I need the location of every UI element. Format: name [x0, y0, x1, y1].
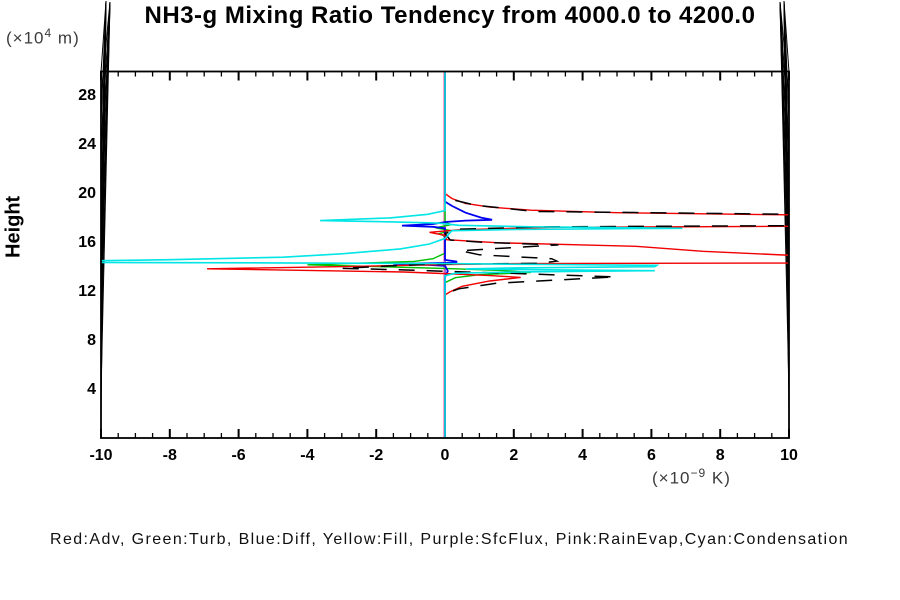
y-tick-label: 20 — [78, 184, 96, 202]
x-tick-label: 8 — [715, 447, 725, 464]
tick-mark — [779, 1, 790, 195]
x-tick-label: 10 — [780, 447, 798, 464]
y-axis-unit-label: (×104 m) — [6, 26, 80, 48]
y-tick-label: 8 — [87, 332, 96, 350]
series-net-total — [341, 199, 789, 295]
tick-mark — [100, 1, 107, 73]
y-tick-label: 28 — [78, 86, 96, 104]
x-tick-label: -6 — [231, 447, 246, 464]
tick-mark — [100, 1, 111, 97]
x-tick-label: 0 — [440, 447, 450, 464]
x-tick-label: 2 — [509, 447, 519, 464]
x-tick-label: -2 — [369, 447, 384, 464]
tick-mark — [100, 1, 111, 146]
x-tick-label: -10 — [89, 447, 113, 464]
tick-mark — [783, 1, 790, 73]
plot-frame — [100, 70, 790, 439]
x-tick-label: 4 — [578, 447, 588, 464]
series-condensation — [101, 72, 683, 438]
y-tick-label: 12 — [78, 283, 96, 301]
x-tick-label: -8 — [162, 447, 177, 464]
y-tick-label: 16 — [78, 233, 96, 251]
y-tick-label: 4 — [87, 381, 96, 399]
series-adv — [206, 72, 789, 438]
legend-caption: Red:Adv, Green:Turb, Blue:Diff, Yellow:F… — [50, 531, 850, 548]
tick-mark — [779, 1, 790, 97]
page-title: NH3-g Mixing Ratio Tendency from 4000.0 … — [144, 2, 756, 29]
tick-mark — [100, 1, 111, 195]
x-axis-unit-label: (×10−9 K) — [652, 466, 731, 488]
data-curves — [101, 71, 789, 438]
x-tick-label: 6 — [646, 447, 656, 464]
x-tick-label: -4 — [300, 447, 315, 464]
y-tick-label: 24 — [78, 135, 96, 153]
tick-mark — [779, 1, 790, 146]
series-turb — [307, 72, 532, 438]
